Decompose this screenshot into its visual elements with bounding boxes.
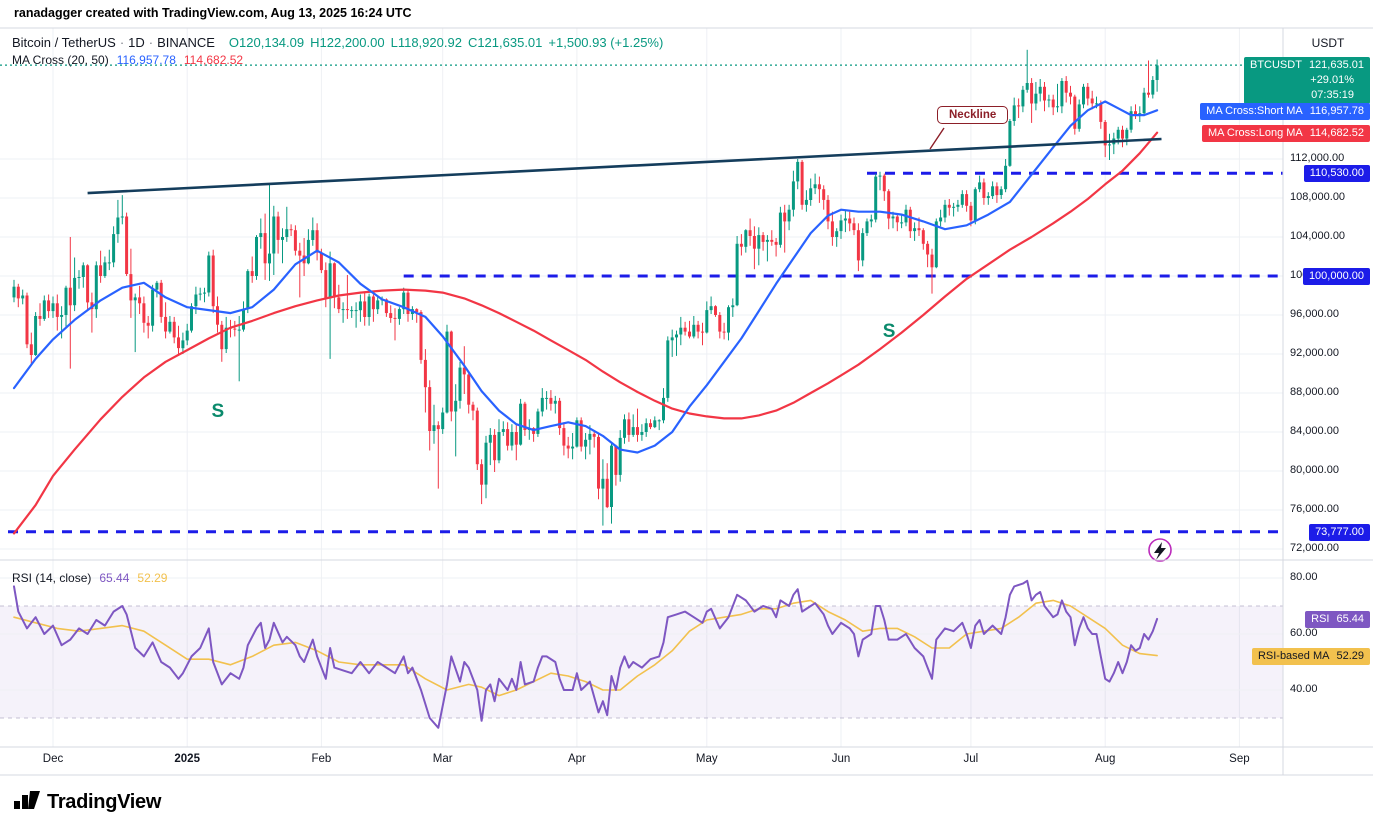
change-value: +1,500.93 (+1.25%) [548, 35, 664, 50]
axis-badge-label: MA Cross:Long MA [1207, 126, 1303, 139]
time-axis-label: Apr [567, 753, 586, 765]
price-tick: 84,000.00 [1290, 425, 1339, 437]
tradingview-logo-icon [14, 789, 40, 816]
axis-badge[interactable]: RSI 65.44 [1305, 610, 1370, 628]
rsi-title[interactable]: RSI (14, close) [12, 571, 92, 585]
axis-badge-value: 114,682.52 [1309, 126, 1364, 139]
s-annotation[interactable]: S [882, 320, 896, 342]
time-axis-label: Feb [311, 753, 332, 765]
symbol-name[interactable]: Bitcoin / TetherUS [12, 35, 116, 50]
axis-badge[interactable]: RSI-based MA 52.29 [1251, 647, 1370, 665]
axis-badge-label: BTCUSDT [1249, 59, 1302, 72]
ohlc-readout: O120,134.09 H122,200.00 L118,920.92 C121,63… [223, 35, 663, 50]
legend-separator: · [148, 35, 154, 50]
rsi-tick: 60.00 [1290, 627, 1318, 639]
low-label: L [390, 35, 398, 50]
ma-short-value: 116,957.78 [116, 53, 176, 67]
footer-branding[interactable]: TradingView [14, 789, 161, 816]
open-value: 120,134.09 [239, 35, 305, 50]
axis-badge-value: 52.29 [1336, 649, 1364, 662]
time-axis-label: Sep [1229, 753, 1250, 765]
rsi-tick: 40.00 [1290, 683, 1318, 695]
axis-badge-label: RSI [1311, 612, 1330, 625]
price-tick: 88,000.00 [1290, 386, 1339, 398]
rsi-legend[interactable]: RSI (14, close) 65.44 52.29 [12, 571, 175, 585]
time-axis-label: Aug [1094, 753, 1116, 765]
s-annotation[interactable]: S [211, 400, 225, 422]
open-label: O [228, 35, 240, 50]
price-tick: 96,000.00 [1290, 308, 1339, 320]
axis-badge-value: 100,000.00 [1308, 270, 1364, 282]
axis-badge-value: 73,777.00 [1315, 525, 1364, 538]
axis-badge-label: RSI-based MA [1257, 649, 1330, 662]
axis-badge-value: 110,530.00 [1309, 167, 1364, 180]
axis-badge[interactable]: 73,777.00 [1309, 523, 1370, 541]
rsi-tick: 80.00 [1290, 571, 1318, 583]
axis-badge-subvalue: +29.01% [1310, 74, 1354, 87]
ma-cross-title[interactable]: MA Cross (20, 50) [12, 53, 109, 67]
axis-badge-value: 65.44 [1336, 612, 1364, 625]
exchange-label: BINANCE [157, 35, 215, 50]
axis-badge[interactable]: MA Cross:Short MA 116,957.78 [1200, 102, 1370, 120]
price-tick: 72,000.00 [1290, 542, 1339, 554]
time-axis-label: 2025 [174, 753, 200, 765]
rsi-value: 65.44 [99, 571, 130, 585]
time-axis-label: May [695, 753, 718, 765]
high-value: 122,200.00 [319, 35, 385, 50]
price-axis-currency[interactable]: USDT [1311, 36, 1345, 50]
close-label: C [467, 35, 478, 50]
time-axis-label: Jul [963, 753, 979, 765]
time-axis-label: Jun [831, 753, 851, 765]
price-tick: 80,000.00 [1290, 464, 1339, 476]
high-label: H [310, 35, 320, 50]
ma-cross-legend[interactable]: MA Cross (20, 50) 116,957.78 114,682.52 [12, 53, 251, 67]
neckline-annotation[interactable]: Neckline [937, 106, 1009, 124]
time-axis-label: Dec [42, 753, 64, 765]
interval-label[interactable]: 1D [128, 35, 145, 50]
axis-badge[interactable]: 100,000.00 [1302, 268, 1370, 285]
legend-separator: · [119, 35, 125, 50]
rsi-ma-value: 52.29 [137, 571, 168, 585]
tradingview-brand-text: TradingView [47, 791, 162, 813]
axis-badge-label: MA Cross:Short MA [1206, 104, 1303, 117]
price-tick: 76,000.00 [1290, 503, 1339, 515]
axis-badge[interactable]: 110,530.00 [1303, 165, 1370, 183]
axis-badge-value: 121,635.01 [1308, 59, 1364, 72]
price-tick: 104,000.00 [1290, 230, 1346, 242]
axis-badge[interactable]: BTCUSDT 121,635.01 +29.01% 07:35:19 [1243, 57, 1370, 105]
price-tick: 92,000.00 [1290, 347, 1339, 359]
axis-badge-value: 116,957.78 [1309, 104, 1364, 117]
price-tick: 108,000.00 [1290, 191, 1346, 203]
close-value: 121,635.01 [477, 35, 543, 50]
time-axis-label: Mar [432, 753, 453, 765]
axis-badge-subvalue: 07:35:19 [1311, 89, 1354, 102]
price-tick: 112,000.00 [1290, 152, 1345, 164]
axis-badge[interactable]: MA Cross:Long MA 114,682.52 [1201, 124, 1370, 142]
low-value: 118,920.92 [397, 35, 462, 50]
attribution-text: ranadagger created with TradingView.com,… [14, 6, 412, 20]
flash-icon [1148, 538, 1172, 562]
ma-long-value: 114,682.52 [183, 53, 244, 67]
symbol-legend[interactable]: Bitcoin / TetherUS · 1D · BINANCE O120,134.09… [12, 35, 663, 50]
